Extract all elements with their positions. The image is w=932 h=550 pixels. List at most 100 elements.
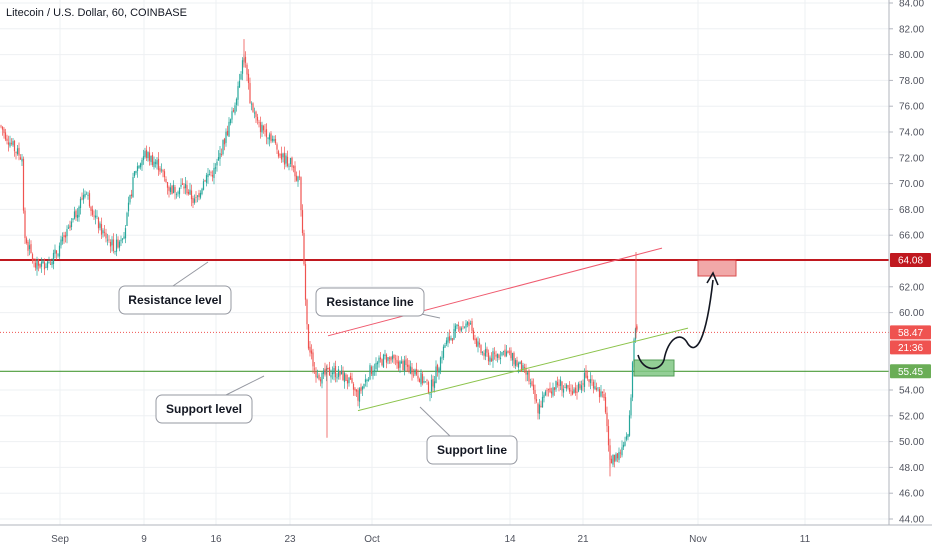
candle [294, 161, 296, 183]
trendlines [327, 247, 689, 412]
countdown-badge-label: 21:36 [898, 343, 923, 354]
candle [9, 135, 11, 148]
candle [565, 383, 568, 392]
candle [327, 367, 329, 370]
candle [475, 337, 478, 348]
candle [318, 373, 320, 381]
candle [480, 344, 482, 355]
candle [424, 381, 427, 383]
callout-support-line[interactable]: Support line [419, 406, 518, 465]
candle [310, 344, 313, 360]
candle [504, 344, 506, 358]
x-axis[interactable]: Sep 9 16 23 Oct 14 21 Nov 11 [51, 534, 811, 545]
candle [552, 382, 554, 398]
levels [0, 258, 889, 372]
candle [0, 124, 2, 129]
candle [517, 361, 520, 374]
candle [193, 194, 196, 205]
candle [6, 134, 8, 145]
candle [172, 180, 175, 194]
candle [34, 258, 37, 271]
candle [342, 366, 344, 381]
callout-resistance-level[interactable]: Resistance level [118, 261, 232, 315]
y-axis[interactable]: 84.00 82.00 80.00 78.00 76.00 74.00 72.00 70.00… [889, 0, 924, 526]
candle [390, 356, 392, 364]
y-tick-label: 80.00 [899, 50, 924, 61]
candle [277, 149, 280, 159]
resistance-trendline[interactable] [327, 247, 663, 337]
candle [42, 259, 44, 264]
candle [526, 371, 529, 382]
candle [462, 321, 464, 330]
countdown-badge-bg [890, 340, 931, 355]
candle [495, 350, 497, 361]
candle [40, 257, 43, 273]
candle [496, 353, 499, 363]
candle [352, 382, 355, 396]
candle [261, 121, 263, 137]
candle [265, 123, 268, 145]
support-trendline[interactable] [357, 327, 689, 412]
candle [130, 189, 133, 199]
chart-title: Litecoin / U.S. Dollar, 60, COINBASE [6, 7, 187, 19]
candle [165, 176, 167, 183]
candle [502, 350, 505, 356]
candle [115, 233, 118, 257]
candle [564, 383, 566, 389]
candle [217, 150, 220, 161]
candle [510, 347, 512, 361]
candle [429, 391, 431, 402]
candle [273, 135, 275, 143]
candle [103, 225, 106, 237]
candle [465, 320, 467, 332]
candle [22, 156, 25, 214]
candle [492, 347, 494, 368]
candle [228, 117, 230, 137]
candle [298, 170, 301, 181]
candle [355, 388, 358, 398]
candle [414, 368, 416, 377]
callout-resistance-line[interactable]: Resistance line [315, 287, 441, 319]
candle [402, 359, 404, 371]
candle [576, 384, 578, 400]
candle [316, 369, 319, 379]
candle [592, 379, 595, 394]
candle [259, 116, 262, 139]
candle [567, 384, 569, 390]
candle [57, 253, 59, 258]
candle [285, 153, 287, 168]
candle [64, 231, 67, 243]
candle [364, 374, 367, 387]
x-tick-label: 16 [210, 534, 222, 545]
candle [543, 392, 545, 403]
candle [625, 432, 628, 442]
candle [483, 350, 485, 360]
candle [357, 387, 359, 407]
candle [537, 402, 539, 420]
candle [106, 233, 109, 246]
candle [612, 454, 614, 467]
candle [132, 172, 134, 199]
candle [286, 150, 289, 168]
x-tick-label: 11 [800, 534, 811, 545]
candle [229, 118, 232, 126]
candle [441, 350, 443, 364]
candle [279, 153, 281, 158]
candle [168, 185, 170, 198]
candle [163, 168, 166, 182]
candle [546, 387, 548, 397]
candle [456, 324, 458, 330]
candle [27, 239, 29, 257]
y-tick-label: 48.00 [899, 463, 924, 474]
candle [406, 358, 409, 373]
y-tick-label: 84.00 [899, 0, 924, 10]
callout-support-level[interactable]: Support level [155, 375, 265, 424]
candle [121, 238, 124, 244]
candle [60, 235, 62, 249]
candle [378, 355, 380, 368]
target-zone[interactable] [697, 259, 737, 277]
candle [301, 204, 304, 236]
candle [451, 338, 454, 344]
candle [438, 366, 440, 380]
candle [12, 137, 14, 147]
